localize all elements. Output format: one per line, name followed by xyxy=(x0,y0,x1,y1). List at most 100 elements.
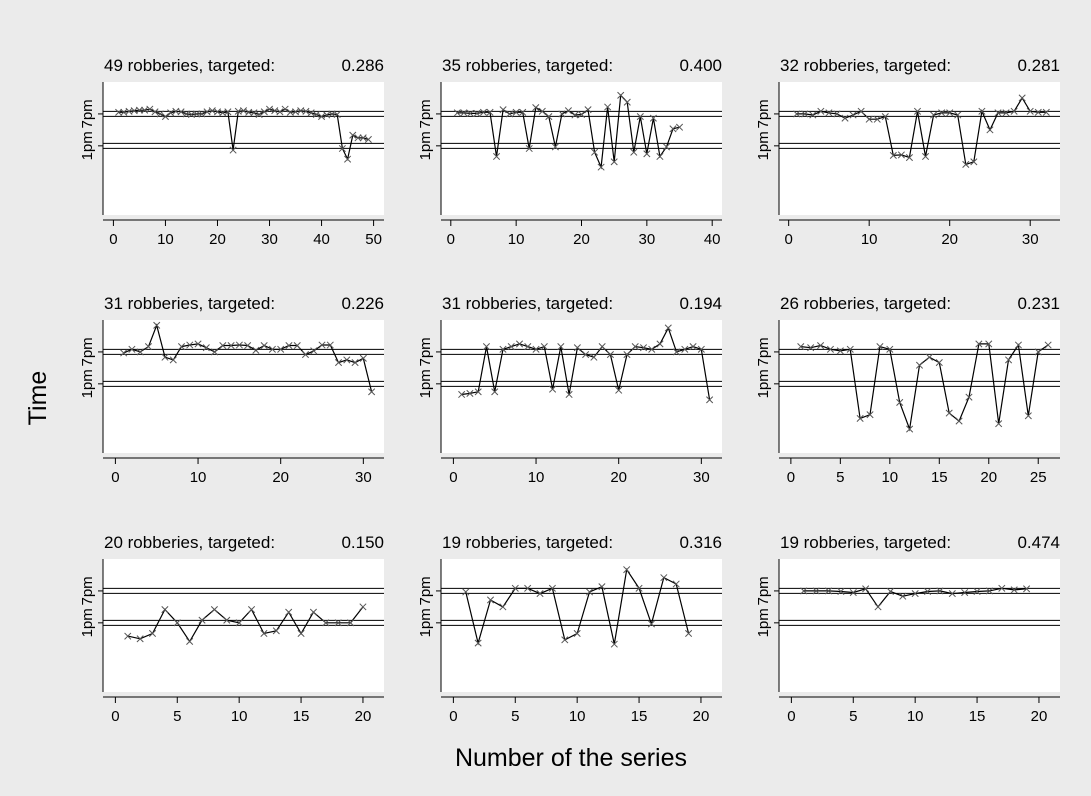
data-point xyxy=(913,107,922,115)
x-tick-label: 0 xyxy=(109,231,117,248)
data-point xyxy=(268,345,276,353)
data-point xyxy=(689,343,697,351)
data-point xyxy=(235,619,243,627)
data-point xyxy=(865,115,873,123)
data-point xyxy=(545,113,553,121)
data-point xyxy=(297,629,305,638)
y-tick-label: 1pm xyxy=(417,131,434,160)
data-point xyxy=(265,105,274,113)
series-line xyxy=(800,343,1049,432)
panel-targeted-value: 0.150 xyxy=(341,533,384,552)
data-point xyxy=(473,109,481,117)
x-tick-label: 0 xyxy=(787,708,795,725)
data-point xyxy=(685,629,693,638)
data-point xyxy=(946,109,954,117)
data-point xyxy=(482,343,491,351)
data-point xyxy=(573,344,581,352)
data-point xyxy=(177,108,185,116)
data-point xyxy=(136,348,144,356)
data-point xyxy=(833,110,841,118)
x-tick-label: 20 xyxy=(1031,708,1048,725)
panel-targeted-value: 0.231 xyxy=(1017,294,1060,313)
data-point xyxy=(491,388,499,396)
data-point xyxy=(837,587,845,596)
data-point xyxy=(146,105,154,113)
data-point xyxy=(825,109,833,117)
data-point xyxy=(260,341,268,350)
x-tick-label: 20 xyxy=(355,708,372,725)
data-point xyxy=(672,580,680,588)
x-tick-label: 25 xyxy=(1030,469,1047,486)
data-point xyxy=(1023,585,1031,593)
data-point xyxy=(540,343,548,351)
x-tick-label: 10 xyxy=(861,231,878,248)
data-point xyxy=(167,109,175,117)
data-point xyxy=(564,107,572,115)
data-point xyxy=(706,396,714,404)
y-tick-label: 7pm xyxy=(755,576,772,605)
data-point xyxy=(1004,356,1013,364)
data-point xyxy=(211,348,219,356)
x-tick-label: 0 xyxy=(111,469,119,486)
panel-3: 0 10 20 30 1pm 7pm 32 robberies, targeted: 0.28… xyxy=(755,56,1060,248)
data-point xyxy=(849,588,857,597)
data-point xyxy=(524,584,532,592)
data-point xyxy=(462,588,470,596)
data-point xyxy=(272,627,280,635)
y-tick-label: 7pm xyxy=(755,337,772,366)
y-tick-label: 1pm xyxy=(755,369,772,398)
panel-targeted-value: 0.316 xyxy=(679,533,722,552)
data-point xyxy=(486,108,494,116)
data-point xyxy=(219,341,227,350)
x-tick-label: 5 xyxy=(173,708,181,725)
data-point xyxy=(809,111,817,119)
y-axis-label: Time xyxy=(24,371,52,426)
data-point xyxy=(474,388,482,396)
data-point xyxy=(223,616,231,624)
data-point xyxy=(994,109,1002,117)
x-tick-label: 10 xyxy=(907,708,924,725)
data-point xyxy=(115,108,123,116)
data-point xyxy=(610,640,618,648)
data-point xyxy=(631,343,639,351)
data-point xyxy=(635,584,643,592)
data-point xyxy=(584,106,592,114)
data-point xyxy=(935,359,943,367)
data-point xyxy=(511,584,519,592)
panel-targeted-value: 0.400 xyxy=(679,56,722,75)
data-point xyxy=(1026,107,1034,115)
y-tick-label: 7pm xyxy=(417,337,434,366)
data-point xyxy=(124,632,132,640)
x-tick-label: 0 xyxy=(787,469,795,486)
x-tick-label: 30 xyxy=(693,469,710,486)
data-point xyxy=(954,111,962,119)
x-tick-label: 10 xyxy=(508,231,525,248)
data-point xyxy=(486,596,495,604)
data-point xyxy=(551,143,559,151)
data-point xyxy=(881,113,889,121)
y-tick-label: 1pm xyxy=(79,369,96,398)
data-point xyxy=(148,629,157,638)
data-point xyxy=(198,110,206,118)
x-tick-label: 5 xyxy=(836,469,844,486)
data-point xyxy=(310,347,318,355)
data-point xyxy=(368,388,376,396)
data-point xyxy=(466,109,474,117)
panel-1: 0 10 20 30 40 50 1pm 7pm 49 robberies, targeted:… xyxy=(79,56,384,248)
y-tick-label: 7pm xyxy=(79,576,96,605)
data-point xyxy=(948,590,956,598)
data-point xyxy=(229,146,237,154)
panel-title: 19 robberies, targeted: xyxy=(780,533,951,552)
data-point xyxy=(474,639,482,647)
data-point xyxy=(227,341,235,350)
data-point xyxy=(524,343,532,351)
x-tick-label: 5 xyxy=(511,708,519,725)
data-point xyxy=(177,343,186,351)
data-point xyxy=(151,108,159,116)
x-tick-label: 30 xyxy=(261,231,278,248)
data-point xyxy=(277,345,285,353)
data-point xyxy=(886,587,894,596)
data-point xyxy=(1034,108,1042,116)
data-point xyxy=(186,637,194,646)
data-point xyxy=(349,131,357,139)
